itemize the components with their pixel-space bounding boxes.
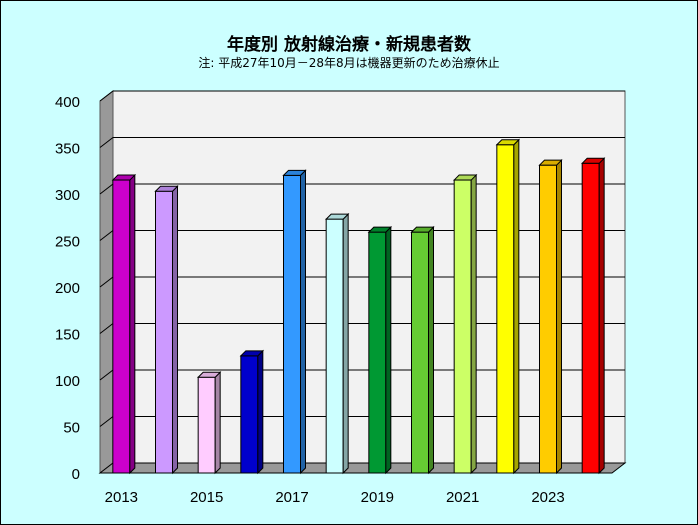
bar-front (539, 164, 557, 474)
bar (154, 185, 179, 475)
y-tick-label: 350 (55, 141, 80, 158)
gridline (99, 90, 625, 102)
bar-top (452, 174, 478, 181)
bar (282, 169, 307, 475)
bar-top (154, 185, 179, 192)
x-tick-label: 2019 (361, 489, 394, 506)
y-tick-label: 100 (55, 373, 80, 390)
bar-front (155, 190, 173, 474)
bar-top (282, 169, 307, 176)
bar (580, 157, 606, 475)
bar (196, 371, 222, 475)
bar-top (111, 174, 137, 181)
y-tick-label: 300 (55, 187, 80, 204)
x-tick-label: 2015 (190, 489, 223, 506)
bar (324, 212, 350, 475)
bar-top (367, 226, 393, 233)
bar (367, 225, 393, 475)
bar-side (257, 349, 264, 475)
bar (452, 173, 478, 475)
y-tick-label: 50 (63, 420, 80, 437)
bar-front (411, 231, 429, 474)
x-tick-label: 2021 (446, 489, 479, 506)
x-tick-label: 2023 (531, 489, 564, 506)
bar-front (325, 218, 344, 474)
bar-side (342, 212, 349, 475)
bar-top (239, 350, 265, 357)
bar-side (556, 158, 562, 475)
y-tick-label: 150 (55, 327, 80, 344)
bar-side (385, 225, 392, 475)
bar (538, 158, 563, 475)
bar (239, 349, 265, 475)
chart-title: 年度別 放射線治療・新規患者数 (227, 35, 471, 55)
bar-front (197, 376, 216, 474)
bar-side (470, 173, 477, 475)
chart-subtitle: 注: 平成27年10月－28年8月は機器更新のため治療休止 (198, 56, 500, 70)
bar-top (538, 159, 563, 166)
y-tick-label: 250 (55, 234, 80, 251)
x-tick-label: 2017 (275, 489, 308, 506)
bar-side (129, 173, 136, 475)
bar-side (598, 157, 605, 475)
bar-side (428, 225, 434, 475)
bar-front (453, 179, 472, 474)
bar-front (496, 144, 515, 474)
bar-front (112, 179, 131, 474)
y-tick-label: 400 (55, 94, 80, 111)
y-tick-label: 0 (72, 466, 80, 483)
floor (98, 462, 627, 474)
bar-front (581, 162, 600, 474)
bar-top (410, 226, 435, 233)
bar-top (580, 157, 606, 164)
bar-top (324, 213, 350, 220)
bar-top (495, 139, 521, 146)
gridline (99, 137, 625, 148)
bar-front (368, 231, 387, 474)
bar-side (172, 185, 178, 475)
bar-side (513, 138, 520, 475)
bar (111, 173, 137, 475)
bar-front (240, 355, 259, 474)
y-tick-label: 200 (55, 280, 80, 297)
bar-top (196, 371, 222, 378)
bar (495, 138, 521, 475)
bar-side (214, 371, 221, 475)
bar-side (300, 169, 306, 475)
bar-front (283, 174, 301, 474)
bar (410, 225, 435, 475)
x-tick-label: 2013 (105, 489, 138, 506)
